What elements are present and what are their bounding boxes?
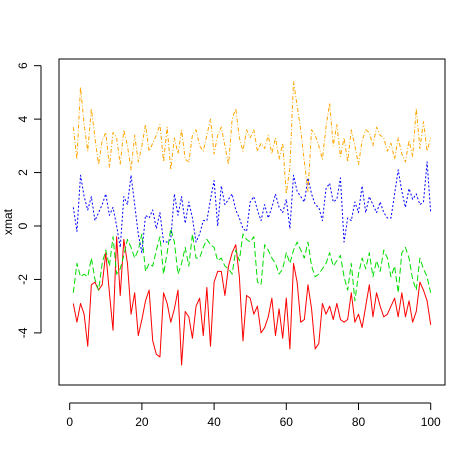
y-tick-label: 0 bbox=[16, 222, 30, 229]
x-tick-label: 20 bbox=[135, 415, 149, 429]
y-tick-label: 4 bbox=[16, 115, 30, 122]
y-axis-title: xmat bbox=[1, 208, 15, 235]
x-tick-label: 0 bbox=[66, 415, 73, 429]
series-layer bbox=[72, 81, 432, 366]
y-axis: -4 -2 0 2 4 6 bbox=[16, 62, 42, 338]
y-tick-label: 2 bbox=[16, 169, 30, 176]
x-axis: 0 20 40 60 80 100 bbox=[66, 402, 441, 429]
series-line-1 bbox=[72, 236, 432, 366]
y-tick-label: -4 bbox=[16, 327, 30, 338]
x-tick-label: 40 bbox=[207, 415, 221, 429]
x-tick-label: 60 bbox=[280, 415, 294, 429]
x-tick-label: 100 bbox=[421, 415, 441, 429]
y-tick-label: 6 bbox=[16, 62, 30, 69]
series-line-4 bbox=[72, 81, 432, 195]
series-line-2 bbox=[72, 228, 432, 302]
x-tick-label: 80 bbox=[352, 415, 366, 429]
plot-frame bbox=[58, 58, 446, 386]
y-tick-label: -2 bbox=[16, 274, 30, 285]
series-line-3 bbox=[72, 161, 432, 254]
